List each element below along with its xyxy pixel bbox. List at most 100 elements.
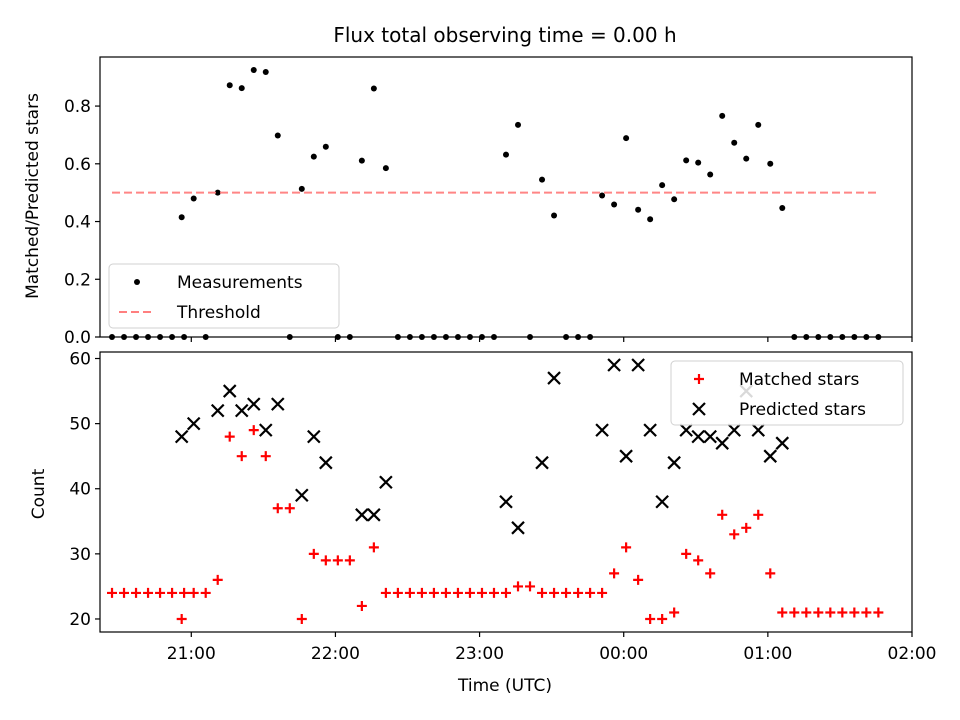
y-tick-label: 0.0 — [64, 328, 91, 348]
y-tick-label: 0.4 — [64, 213, 91, 233]
matched-stars-point — [416, 587, 427, 598]
axes-frame — [99, 56, 913, 338]
predicted-stars-point — [643, 423, 657, 437]
matched-stars-point — [428, 587, 439, 598]
measurement-point — [851, 334, 858, 340]
matched-stars-point — [404, 587, 415, 598]
matched-stars-point — [693, 555, 704, 566]
matched-stars-point — [825, 607, 836, 618]
predicted-stars-point — [246, 397, 261, 411]
measurement-point — [370, 85, 377, 92]
predicted-stars-point — [547, 371, 561, 385]
legend-predicted-swatch — [692, 402, 706, 416]
predicted-stars-point — [631, 358, 645, 372]
measurement-point — [358, 157, 365, 164]
predicted-stars-point — [703, 429, 717, 444]
predicted-stars-point — [751, 423, 766, 437]
measurement-point — [719, 112, 726, 119]
matched-stars-point — [296, 613, 307, 624]
measurement-point — [743, 155, 750, 162]
legend-label: Predicted stars — [739, 400, 866, 420]
measurement-point — [695, 159, 702, 166]
measurement-point — [755, 121, 762, 128]
matched-stars-point — [488, 587, 499, 598]
predicted-stars-point — [775, 436, 790, 450]
measurement-point — [190, 195, 197, 202]
matched-stars-point — [356, 600, 367, 611]
matched-stars-point — [549, 587, 560, 598]
measurement-point — [791, 334, 798, 340]
matched-stars-point — [380, 587, 391, 598]
matched-stars-point — [801, 607, 812, 618]
predicted-stars-point — [763, 449, 778, 463]
measurement-point — [839, 334, 846, 340]
predicted-stars-point — [319, 455, 333, 470]
predicted-stars-point — [222, 384, 237, 398]
measurement-point — [767, 160, 774, 167]
measurement-point — [394, 334, 401, 340]
matched-stars-point — [131, 587, 142, 598]
matched-stars-point — [464, 587, 475, 598]
legend: Matched stars Predicted stars — [670, 360, 904, 426]
bottom-y-axis-label: Count — [29, 468, 49, 519]
chart-title: Flux total observing time = 0.00 h — [333, 23, 676, 47]
matched-stars-point — [633, 574, 644, 585]
matched-stars-point — [188, 587, 199, 598]
predicted-stars-point — [186, 416, 201, 431]
legend-matched-swatch — [694, 374, 704, 384]
x-tick-label: 01:00 — [743, 644, 792, 664]
matched-stars-point — [167, 587, 178, 598]
matched-stars-point — [849, 607, 860, 618]
matched-stars-point — [440, 587, 451, 598]
predicted-stars-point — [367, 508, 381, 522]
x-axis-label: Time (UTC) — [457, 676, 552, 696]
y-tick-label: 0.6 — [64, 155, 91, 175]
measurement-point — [454, 334, 461, 340]
predicted-stars-point — [379, 475, 393, 490]
matched-stars-point — [320, 555, 331, 566]
y-tick-label: 30 — [69, 545, 91, 565]
matched-stars-point — [813, 607, 824, 618]
matched-stars-point — [645, 613, 656, 624]
measurement-point — [515, 121, 522, 128]
measurement-point — [779, 204, 786, 211]
measurement-point — [611, 201, 618, 208]
measurement-point — [169, 334, 176, 340]
matched-stars-point — [501, 587, 511, 598]
matched-stars-point — [236, 451, 247, 462]
matched-stars-point — [368, 542, 379, 553]
predicted-stars-point — [355, 508, 369, 522]
measurement-point — [310, 153, 317, 160]
matched-stars-point — [729, 529, 740, 540]
matched-stars-point — [837, 607, 848, 618]
x-tick-label: 02:00 — [888, 644, 937, 664]
measurement-point — [815, 334, 822, 340]
matched-stars-point — [597, 587, 608, 598]
matched-stars-point — [777, 607, 788, 618]
measurement-point — [575, 334, 582, 340]
predicted-stars-point — [511, 521, 525, 535]
matched-stars-point — [392, 587, 403, 598]
matched-stars-point — [789, 607, 800, 618]
measurement-point — [623, 135, 630, 142]
y-tick-label: 60 — [69, 350, 91, 370]
matched-stars-point — [107, 587, 118, 598]
measurement-point — [551, 212, 558, 219]
matched-stars-point — [741, 522, 752, 533]
predicted-stars-point — [727, 423, 742, 437]
predicted-stars-point — [234, 403, 249, 418]
top-y-axis-label: Matched/Predicted stars — [23, 93, 43, 299]
predicted-stars-point — [307, 429, 321, 444]
matched-stars-point — [155, 587, 166, 598]
legend-box — [670, 360, 904, 426]
predicted-stars-point — [691, 429, 705, 444]
measurement-point — [298, 185, 305, 192]
measurement-point — [442, 334, 449, 340]
matched-stars-point — [212, 574, 223, 585]
measurement-point — [671, 196, 678, 203]
measurement-point — [635, 206, 642, 213]
predicted-stars-point — [655, 494, 669, 509]
matched-stars-point — [248, 425, 259, 436]
measurement-point — [214, 189, 221, 196]
